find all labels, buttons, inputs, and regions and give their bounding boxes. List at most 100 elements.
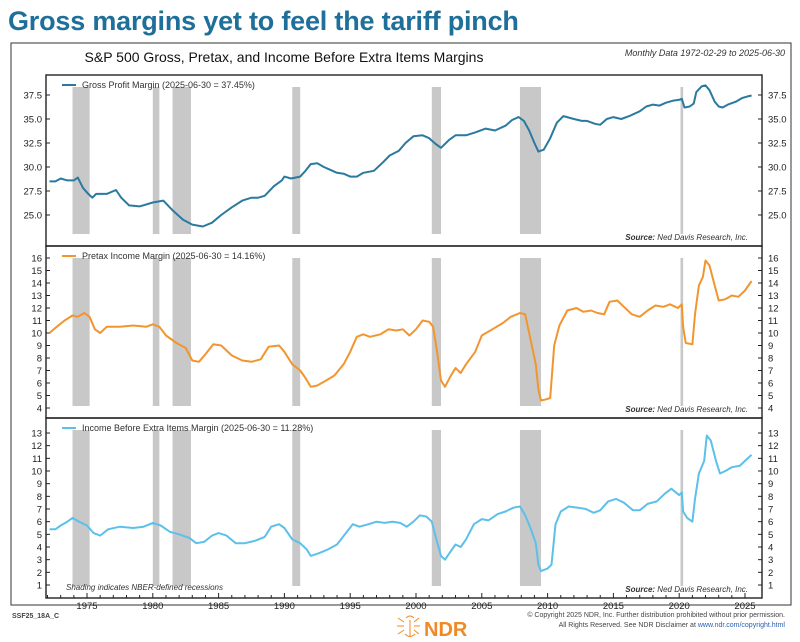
y-tick-label-right: 6 [768, 379, 773, 390]
y-tick-label-left: 13 [31, 291, 42, 302]
recession-band [431, 430, 442, 586]
ndr-logo-text: NDR [424, 619, 468, 641]
y-tick-label-left: 12 [31, 304, 42, 315]
y-tick-label-right: 30.0 [768, 163, 787, 174]
x-tick-label: 1980 [142, 601, 163, 612]
recession-band [292, 258, 301, 406]
recession-band [152, 258, 160, 406]
copyright-prefix: All Rights Reserved. See NDR Disclaimer … [559, 622, 698, 629]
y-tick-label-right: 12 [768, 304, 779, 315]
source-text: Ned Davis Research, Inc. [657, 405, 748, 414]
y-tick-label-right: 7 [768, 366, 773, 377]
chart-title: S&P 500 Gross, Pretax, and Income Before… [85, 49, 484, 65]
y-tick-label-left: 25.0 [24, 211, 43, 222]
y-tick-label-left: 30.0 [24, 163, 43, 174]
y-tick-label-left: 10 [31, 467, 42, 478]
shading-note: Shading indicates NBER-defined recession… [66, 583, 223, 592]
lion-icon [397, 615, 420, 637]
y-tick-label-left: 7 [37, 505, 42, 516]
y-tick-label-left: 9 [37, 479, 42, 490]
y-tick-label-right: 8 [768, 492, 773, 503]
source-label: Source: [625, 405, 657, 414]
y-tick-label-left: 5 [37, 530, 42, 541]
x-axis: 1975 1980 1985 1990 1995 2000 2005 2010 2015 2020… [47, 593, 756, 612]
y-tick-label-left: 9 [37, 341, 42, 352]
y-tick-label-right: 6 [768, 517, 773, 528]
y-tick-label-left: 5 [37, 391, 42, 402]
legend-label: Pretax Income Margin (2025-06-30 = 14.16… [82, 251, 265, 261]
y-tick-label-right: 32.5 [768, 139, 787, 150]
panel-gross-profit-margin: 25.0 25.0 27.5 27.5 30.0 30.0 32.5 32.5 35.0 35.0… [24, 74, 787, 247]
recession-band [292, 430, 301, 586]
y-tick-label-right: 10 [768, 329, 779, 340]
y-tick-label-right: 15 [768, 266, 779, 277]
y-tick-label-right: 1 [768, 581, 773, 592]
x-tick-label: 2010 [537, 601, 558, 612]
recession-band [152, 430, 160, 586]
y-tick-label-left: 12 [31, 441, 42, 452]
y-tick-label-right: 4 [768, 404, 773, 415]
recession-band [431, 258, 442, 406]
y-tick-label-left: 10 [31, 329, 42, 340]
panels: 25.0 25.0 27.5 27.5 30.0 30.0 32.5 32.5 35.0 35.0… [24, 74, 787, 599]
y-tick-label-left: 1 [37, 581, 42, 592]
copyright-link[interactable]: www.ndr.com/copyright.html [697, 622, 786, 629]
y-tick-label-right: 12 [768, 441, 779, 452]
y-tick-label-left: 6 [37, 517, 42, 528]
x-tick-label: 2015 [603, 601, 624, 612]
source-text: Ned Davis Research, Inc. [657, 585, 748, 594]
y-tick-label-right: 13 [768, 429, 779, 440]
y-tick-label-left: 11 [32, 316, 42, 327]
x-tick-label: 2025 [734, 601, 755, 612]
series-line-pretax [48, 259, 753, 402]
y-tick-label-left: 11 [32, 454, 42, 465]
x-tick-label: 2000 [405, 601, 426, 612]
legend-label: Gross Profit Margin (2025-06-30 = 37.45%… [82, 80, 255, 90]
ndr-logo: NDR [397, 615, 468, 641]
recession-band [152, 87, 160, 234]
y-tick-label-right: 11 [768, 454, 778, 465]
y-tick-label-right: 4 [768, 543, 773, 554]
recession-band [172, 430, 191, 586]
series-line-income [49, 434, 753, 573]
source-note: Source: Ned Davis Research, Inc. [625, 585, 748, 594]
y-tick-label-left: 37.5 [24, 91, 43, 102]
source-label: Source: [625, 233, 657, 242]
x-tick-label: 2005 [471, 601, 492, 612]
y-tick-label-right: 9 [768, 479, 773, 490]
panel-frame [45, 417, 763, 599]
source-note: Source: Ned Davis Research, Inc. [625, 405, 748, 414]
y-tick-label-left: 27.5 [24, 187, 43, 198]
y-tick-label-right: 27.5 [768, 187, 787, 198]
y-tick-label-left: 16 [31, 254, 42, 265]
y-tick-label-right: 11 [768, 316, 778, 327]
recession-band [431, 87, 442, 234]
y-tick-label-right: 35.0 [768, 115, 787, 126]
recession-band [680, 258, 684, 406]
y-tick-label-left: 13 [31, 429, 42, 440]
copyright-line2: All Rights Reserved. See NDR Disclaimer … [559, 622, 786, 629]
recession-band [72, 87, 90, 234]
y-tick-label-right: 37.5 [768, 91, 787, 102]
x-tick-label: 2020 [669, 601, 690, 612]
source-note: Source: Ned Davis Research, Inc. [625, 233, 748, 242]
y-tick-label-left: 3 [37, 555, 42, 566]
x-tick-label: 1985 [208, 601, 229, 612]
y-tick-label-right: 5 [768, 530, 773, 541]
recession-band [172, 87, 191, 234]
source-label: Source: [625, 585, 657, 594]
y-tick-label-right: 5 [768, 391, 773, 402]
headline: Gross margins yet to feel the tariff pin… [8, 6, 519, 36]
x-tick-label: 1990 [274, 601, 295, 612]
y-tick-label-right: 3 [768, 555, 773, 566]
y-tick-label-right: 25.0 [768, 211, 787, 222]
y-tick-label-right: 16 [768, 254, 779, 265]
x-tick-label: 1995 [340, 601, 361, 612]
outer-frame [10, 42, 792, 606]
series-line-gross [49, 84, 752, 228]
y-tick-label-left: 6 [37, 379, 42, 390]
y-tick-label-left: 7 [37, 366, 42, 377]
